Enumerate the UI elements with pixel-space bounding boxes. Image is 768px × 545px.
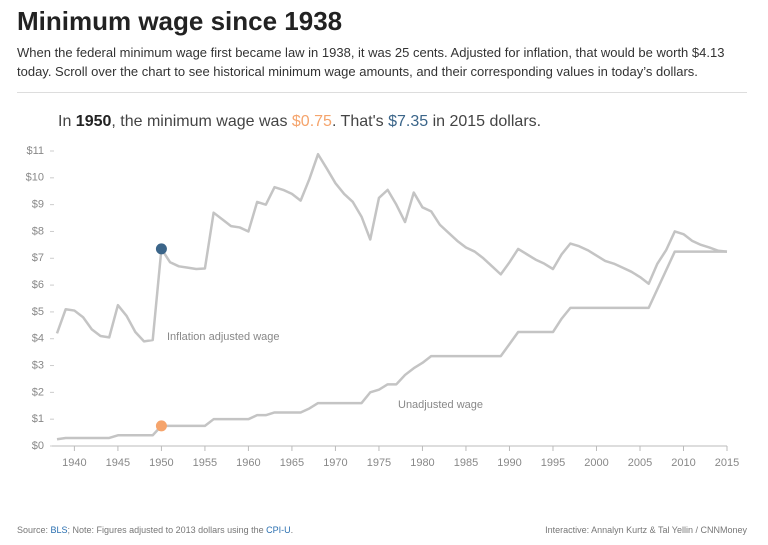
y-tick-label: $6: [32, 279, 44, 291]
series-line: [55, 152, 728, 343]
y-tick-label: $0: [32, 440, 44, 452]
x-tick-label: 2005: [628, 457, 652, 469]
x-tick-label: 1965: [280, 457, 304, 469]
x-tick-label: 1995: [541, 457, 565, 469]
x-tick-label: 2010: [671, 457, 695, 469]
description: When the federal minimum wage first beca…: [17, 45, 725, 79]
y-tick-label: $10: [26, 172, 44, 184]
page-title: Minimum wage since 1938: [17, 6, 343, 36]
series-label: Unadjusted wage: [398, 399, 483, 411]
y-tick-label: $5: [32, 306, 44, 318]
annotation-text: , the minimum wage was: [111, 113, 292, 130]
x-tick-label: 1990: [497, 457, 521, 469]
source-note: Source: BLS; Note: Figures adjusted to 2…: [17, 525, 293, 535]
highlight-point: [155, 420, 167, 432]
annotation-nominal: $0.75: [291, 113, 332, 130]
y-tick-label: $9: [32, 199, 44, 211]
x-tick-label: 1945: [106, 457, 130, 469]
source-link[interactable]: CPI-U: [266, 525, 291, 535]
x-tick-label: 2000: [584, 457, 608, 469]
y-tick-label: $8: [32, 225, 44, 237]
annotation-year: 1950: [75, 113, 112, 130]
x-tick-label: 1975: [367, 457, 391, 469]
x-tick-label: 1980: [410, 457, 434, 469]
x-tick-label: 1955: [193, 457, 217, 469]
annotation-text: in 2015 dollars.: [428, 113, 542, 130]
y-tick-label: $11: [26, 145, 44, 157]
x-tick-label: 1960: [236, 457, 260, 469]
divider: [17, 92, 747, 93]
y-tick-label: $1: [32, 413, 44, 425]
annotation: In 1950, the minimum wage was $0.75. Tha…: [58, 113, 541, 131]
y-tick-label: $2: [32, 386, 44, 398]
source-text: ; Note: Figures adjusted to 2013 dollars…: [67, 525, 267, 535]
annotation-text: In: [58, 113, 76, 130]
series-label: Inflation adjusted wage: [167, 331, 280, 343]
x-tick-label: 1950: [149, 457, 173, 469]
x-tick-label: 1970: [323, 457, 347, 469]
y-tick-label: $7: [32, 252, 44, 264]
annotation-text: . That's: [331, 113, 389, 130]
credit: Interactive: Annalyn Kurtz & Tal Yellin …: [545, 525, 747, 535]
source-text: .: [290, 525, 294, 535]
series-line: [56, 250, 727, 441]
x-tick-label: 1940: [62, 457, 86, 469]
y-tick-label: $3: [32, 359, 44, 371]
highlight-point: [155, 243, 167, 255]
x-tick-label: 2015: [715, 457, 739, 469]
x-tick-label: 1985: [454, 457, 478, 469]
annotation-adjusted: $7.35: [388, 113, 429, 130]
source-text: Source:: [17, 525, 51, 535]
y-tick-label: $4: [32, 333, 44, 345]
source-link[interactable]: BLS: [50, 525, 68, 535]
